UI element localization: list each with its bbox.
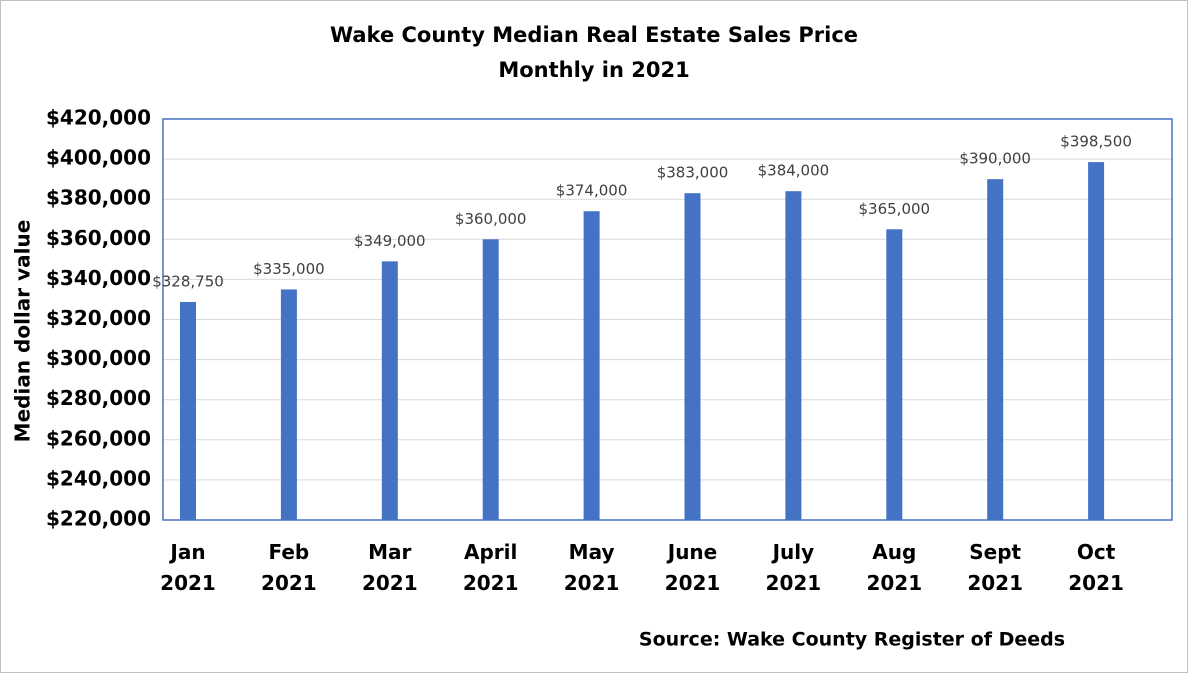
value-label: $335,000 [253,260,325,278]
x-tick-label: July 2021 [765,540,822,595]
x-tick-label: Feb 2021 [261,540,317,595]
y-tick-label: $340,000 [46,266,151,290]
plot-border [162,118,1173,521]
bar [785,191,802,520]
x-tick-label: Jan 2021 [160,540,216,595]
y-tick-label: $380,000 [46,186,151,210]
value-label: $384,000 [758,162,830,180]
value-label: $383,000 [657,164,729,182]
x-tick-label: May 2021 [563,540,620,595]
value-label: $360,000 [455,210,527,228]
bar [886,229,903,520]
x-tick-label: June 2021 [664,540,721,595]
y-tick-label: $220,000 [46,507,151,531]
value-label: $328,750 [152,272,224,290]
y-tick-label: $280,000 [46,386,151,410]
x-tick-label: April 2021 [462,540,519,595]
y-axis-label: Median dollar value [11,220,35,443]
value-label: $374,000 [556,182,628,200]
y-tick-label: $360,000 [46,226,151,250]
chart-subtitle: Monthly in 2021 [498,58,689,82]
value-label: $390,000 [959,150,1031,168]
source-note: Source: Wake County Register of Deeds [639,629,1065,651]
y-tick-label: $300,000 [46,346,151,370]
value-label: $398,500 [1060,133,1132,151]
y-tick-label: $420,000 [46,106,151,130]
chart-title: Wake County Median Real Estate Sales Pri… [330,23,858,47]
bar [684,193,701,520]
x-tick-label: Sept 2021 [967,540,1024,595]
x-tick-label: Oct 2021 [1068,540,1124,595]
x-tick-label: Mar 2021 [361,540,418,595]
bar [180,301,196,520]
bar [482,239,499,521]
bar [1088,162,1105,521]
y-tick-label: $260,000 [46,426,151,450]
y-tick-label: $400,000 [46,146,151,170]
bar [381,261,398,520]
bar [583,211,600,521]
y-tick-label: $240,000 [46,466,151,490]
y-tick-label: $320,000 [46,306,151,330]
bar [987,179,1004,520]
value-label: $349,000 [354,232,426,250]
bar [280,289,297,520]
value-label: $365,000 [859,200,931,218]
x-tick-label: Aug 2021 [866,540,923,595]
